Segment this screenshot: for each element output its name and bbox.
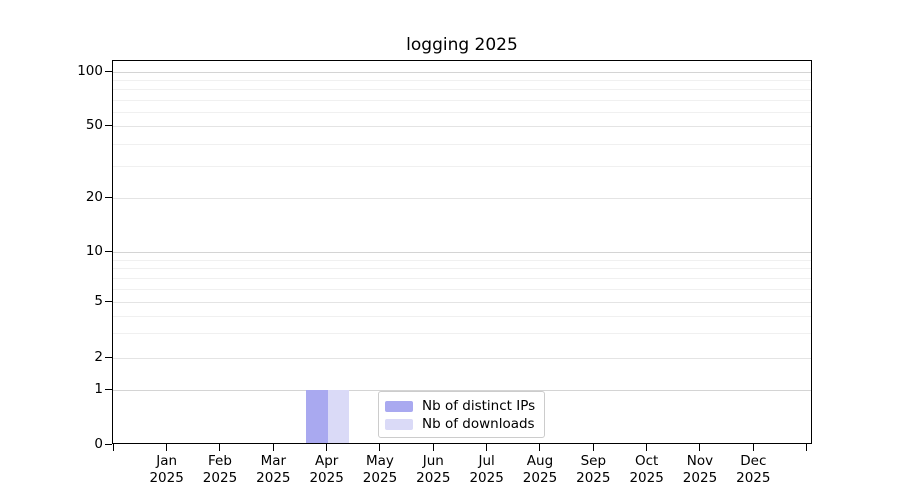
- x-tick-year: 2025: [149, 470, 184, 486]
- x-tick-label: Sep 2025: [565, 453, 621, 487]
- x-tick-label: Aug 2025: [512, 453, 568, 487]
- x-tick-month: Aug: [526, 453, 554, 469]
- y-gridline-minor: [113, 268, 811, 270]
- x-tick-mark: [272, 444, 274, 451]
- legend-entry: Nb of distinct IPs: [385, 397, 536, 415]
- legend: Nb of distinct IPs Nb of downloads: [378, 391, 545, 438]
- y-gridline-50: [113, 126, 811, 127]
- y-tick-label: 20: [85, 189, 103, 205]
- legend-entry: Nb of downloads: [385, 415, 536, 433]
- legend-swatch-icon: [385, 418, 413, 430]
- y-gridline-minor: [113, 111, 811, 113]
- x-tick-mark: [646, 444, 648, 451]
- x-tick-mark: [592, 444, 594, 451]
- x-tick-label: Jun 2025: [405, 453, 461, 487]
- y-tick-label: 50: [85, 117, 103, 133]
- x-tick-month: Mar: [260, 453, 287, 469]
- x-tick-label: Apr 2025: [299, 453, 355, 487]
- y-gridline-minor: [113, 288, 811, 290]
- x-tick-label: Jan 2025: [139, 453, 195, 487]
- x-tick-label: May 2025: [352, 453, 408, 487]
- x-tick-month: Nov: [686, 453, 714, 469]
- x-tick-label: Oct 2025: [619, 453, 675, 487]
- x-tick-mark: [432, 444, 434, 451]
- x-tick-month: Dec: [740, 453, 767, 469]
- y-gridline-minor: [113, 80, 811, 82]
- x-tick-month: Jul: [478, 453, 495, 469]
- y-tick-label: 100: [77, 63, 103, 79]
- x-tick-mark: [219, 444, 221, 451]
- plot-area: [112, 60, 812, 444]
- y-gridline-5: [113, 302, 811, 303]
- y-tick-mark: [105, 70, 112, 72]
- y-gridline-minor: [113, 315, 811, 317]
- x-tick-mark: [752, 444, 754, 451]
- x-tick-year: 2025: [416, 470, 451, 486]
- y-gridline-1: [113, 390, 811, 391]
- x-tick-mark: [326, 444, 328, 451]
- legend-label: Nb of distinct IPs: [422, 398, 536, 414]
- x-tick-label: Dec 2025: [725, 453, 781, 487]
- bar-nb-of-downloads: [327, 390, 350, 443]
- x-tick-mark: [539, 444, 541, 451]
- legend-swatch-icon: [385, 400, 413, 412]
- x-tick-mark: [806, 444, 808, 451]
- x-tick-month: Oct: [634, 453, 659, 469]
- y-gridline-minor: [113, 259, 811, 261]
- x-tick-mark: [112, 444, 114, 451]
- y-tick-label: 10: [85, 243, 103, 259]
- y-tick-mark: [105, 124, 112, 126]
- y-tick-label: 0: [94, 436, 103, 452]
- x-tick-year: 2025: [736, 470, 771, 486]
- x-tick-label: Jul 2025: [459, 453, 515, 487]
- x-tick-month: Apr: [314, 453, 339, 469]
- y-tick-mark: [105, 196, 112, 198]
- y-tick-mark: [105, 388, 112, 390]
- y-gridline-minor: [113, 333, 811, 335]
- x-tick-year: 2025: [469, 470, 504, 486]
- x-tick-year: 2025: [256, 470, 291, 486]
- y-tick-label: 5: [94, 293, 103, 309]
- y-gridline-10: [113, 252, 811, 253]
- x-tick-year: 2025: [362, 470, 398, 486]
- y-tick-label: 2: [94, 349, 103, 365]
- y-tick-label: 1: [94, 381, 103, 397]
- x-tick-year: 2025: [682, 470, 718, 486]
- y-gridline-2: [113, 358, 811, 359]
- y-tick-mark: [105, 250, 112, 252]
- y-gridline-minor: [113, 89, 811, 91]
- y-gridline-minor: [113, 143, 811, 145]
- y-tick-mark: [105, 356, 112, 358]
- x-tick-month: Jan: [156, 453, 178, 469]
- x-tick-label: Nov 2025: [672, 453, 728, 487]
- x-tick-month: Jun: [422, 453, 444, 469]
- y-gridline-100: [113, 72, 811, 73]
- x-tick-year: 2025: [202, 470, 238, 486]
- x-tick-mark: [486, 444, 488, 451]
- x-tick-label: Feb 2025: [192, 453, 248, 487]
- x-tick-year: 2025: [576, 470, 611, 486]
- y-gridline-minor: [113, 277, 811, 279]
- y-gridline-minor: [113, 166, 811, 168]
- x-tick-year: 2025: [522, 470, 558, 486]
- x-tick-month: Feb: [208, 453, 232, 469]
- chart-title: logging 2025: [406, 35, 518, 55]
- y-gridline-minor: [113, 99, 811, 101]
- y-tick-mark: [105, 300, 112, 302]
- y-tick-mark: [105, 443, 112, 445]
- x-tick-year: 2025: [629, 470, 664, 486]
- x-tick-month: Sep: [580, 453, 607, 469]
- legend-label: Nb of downloads: [422, 416, 535, 432]
- x-tick-month: May: [366, 453, 394, 469]
- bar-nb-of-distinct-ips: [306, 390, 328, 443]
- x-tick-mark: [379, 444, 381, 451]
- x-tick-mark: [166, 444, 168, 451]
- x-tick-mark: [699, 444, 701, 451]
- x-tick-label: Mar 2025: [245, 453, 301, 487]
- y-gridline-20: [113, 198, 811, 199]
- x-tick-year: 2025: [309, 470, 344, 486]
